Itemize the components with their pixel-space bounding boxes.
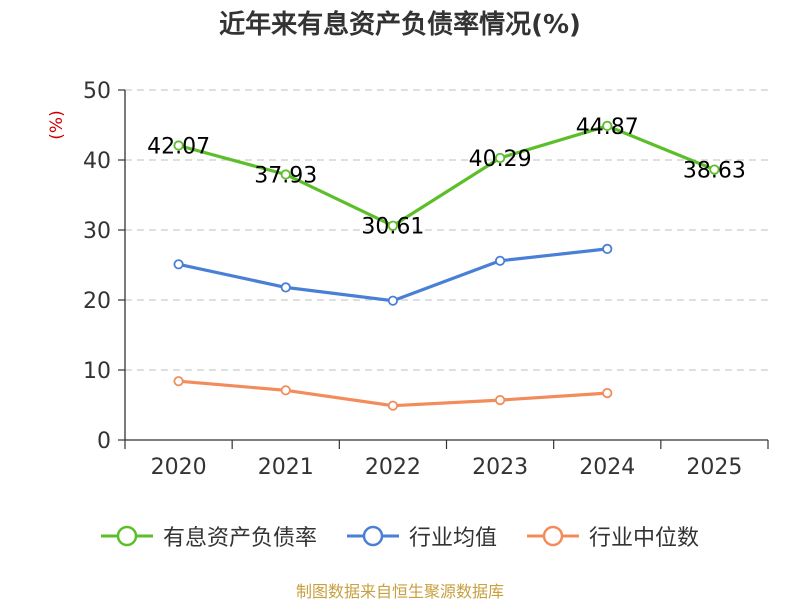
x-tick-label: 2024 [579, 455, 635, 480]
data-point [280, 169, 291, 180]
data-point [173, 376, 184, 387]
y-tick-label: 50 [83, 79, 111, 104]
data-point [280, 282, 291, 293]
legend-item-interest-debt-ratio[interactable]: 有息资产负债率 [100, 520, 317, 552]
x-tick-label: 2020 [151, 455, 207, 480]
data-point [173, 259, 184, 270]
data-point [494, 152, 506, 164]
chart-legend: 有息资产负债率 行业均值 行业中位数 [0, 520, 800, 552]
y-tick-label: 20 [83, 289, 111, 314]
x-tick-label: 2021 [258, 455, 314, 480]
series-line [178, 124, 716, 228]
data-label: 40.29 [469, 147, 532, 172]
legend-item-industry-mean[interactable]: 行业均值 [346, 520, 497, 552]
data-point [387, 220, 399, 231]
legend-marker-icon [346, 525, 399, 547]
chart-title: 近年来有息资产负债率情况(%) [219, 10, 581, 40]
y-tick-label: 40 [83, 149, 111, 174]
legend-marker-icon [527, 525, 579, 547]
data-label: 30.61 [361, 215, 424, 240]
series-line [178, 247, 608, 303]
data-point [709, 164, 720, 175]
data-point [387, 400, 399, 411]
source-note: 制图数据来自恒生聚源数据库 [295, 582, 504, 601]
legend-item-industry-median[interactable]: 行业中位数 [527, 520, 699, 552]
data-label: 42.07 [147, 135, 210, 160]
data-point [602, 387, 613, 399]
data-label: 38.63 [683, 159, 746, 184]
x-tick-label: 2025 [686, 455, 742, 480]
legend-label: 行业均值 [408, 526, 497, 551]
data-point [280, 385, 291, 396]
y-tick-label: 10 [83, 359, 111, 384]
y-tick-label: 0 [97, 429, 111, 454]
legend-label: 有息资产负债率 [162, 526, 317, 551]
data-point [602, 243, 613, 254]
data-point [494, 394, 506, 406]
data-label: 37.93 [254, 163, 317, 188]
x-tick-label: 2023 [472, 455, 528, 480]
y-tick-label: 30 [83, 219, 111, 244]
x-tick-label: 2022 [365, 455, 421, 480]
legend-marker-icon [100, 525, 153, 547]
legend-label: 行业中位数 [589, 526, 700, 551]
data-point [494, 255, 506, 266]
data-point [387, 295, 399, 306]
data-label: 44.87 [576, 115, 639, 140]
data-point [173, 140, 184, 151]
y-axis-label: (%) [47, 110, 67, 139]
data-point [602, 120, 613, 132]
